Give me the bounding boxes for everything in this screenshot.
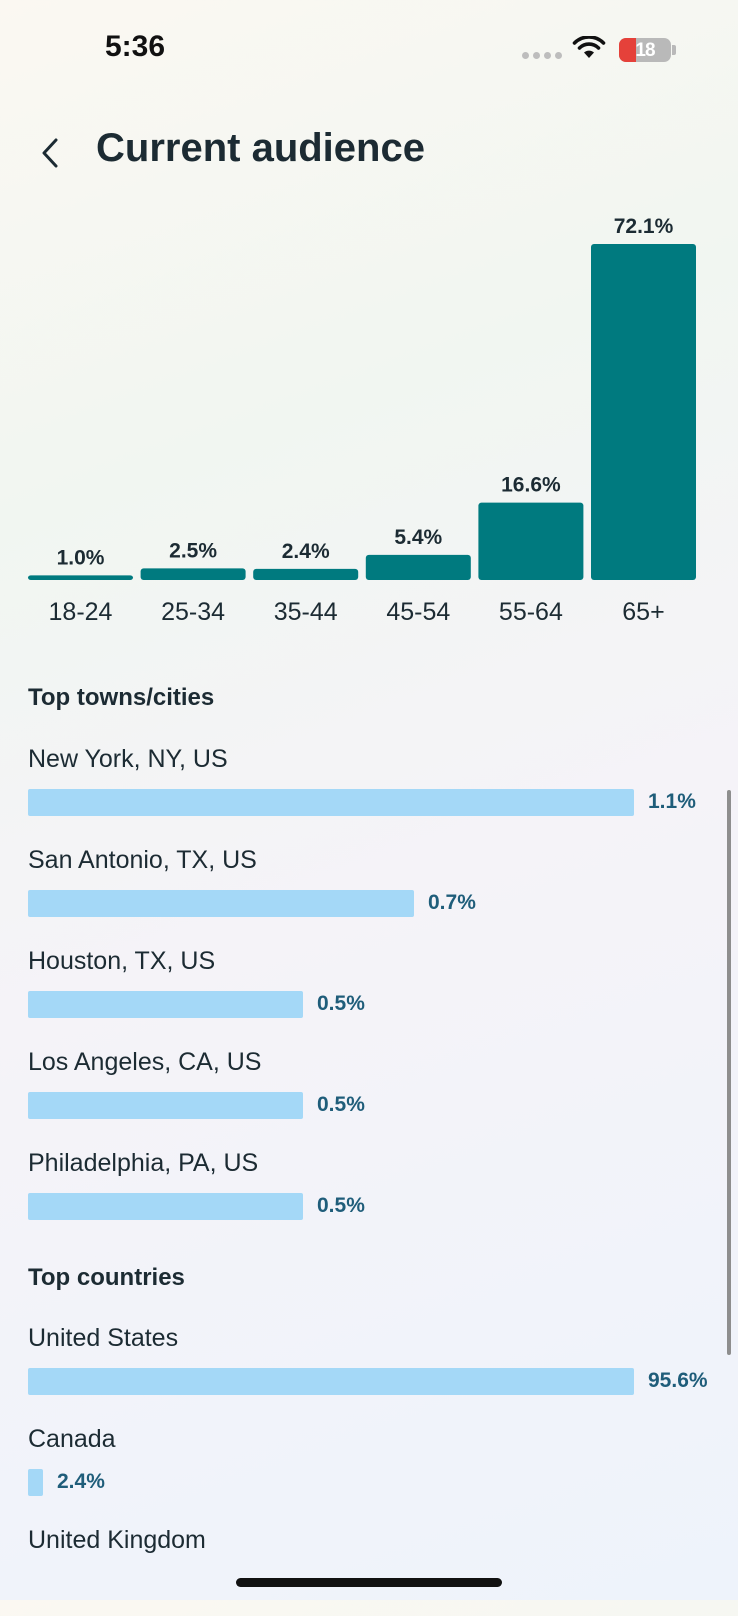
battery-icon: 18 — [619, 38, 671, 62]
age-bar-25-34 — [140, 568, 246, 580]
country-name: United States — [28, 1324, 179, 1352]
scrollbar[interactable] — [727, 790, 731, 1355]
percentage-bar — [28, 1469, 43, 1496]
status-bar: 5:36 18 — [0, 0, 738, 100]
city-row: New York, NY, US 1.1% — [28, 745, 718, 835]
age-category-label: 55-64 — [499, 598, 563, 626]
percentage-bar — [28, 890, 414, 917]
age-category-label: 25-34 — [161, 598, 225, 626]
percentage-bar — [28, 991, 303, 1018]
age-bar-55-64 — [478, 502, 584, 580]
battery-tip — [672, 45, 676, 55]
age-category-label: 35-44 — [274, 598, 338, 626]
city-name: Los Angeles, CA, US — [28, 1048, 262, 1076]
country-name: Canada — [28, 1425, 116, 1453]
city-name: Houston, TX, US — [28, 947, 216, 975]
age-category-label: 45-54 — [386, 598, 450, 626]
percentage-bar — [28, 1092, 303, 1119]
age-bar-45-54 — [365, 554, 471, 580]
percentage-bar — [28, 789, 634, 816]
wifi-icon — [572, 36, 606, 58]
city-row: Philadelphia, PA, US 0.5% — [28, 1149, 718, 1239]
country-name: United Kingdom — [28, 1526, 206, 1554]
age-bar-18-24 — [28, 575, 133, 580]
age-bar-value-label: 16.6% — [501, 474, 561, 497]
countries-section-title: Top countries — [28, 1264, 185, 1291]
percentage-value: 0.7% — [428, 891, 476, 914]
age-category-label: 65+ — [622, 598, 664, 626]
battery-level: 18 — [635, 40, 655, 61]
age-bar-35-44 — [253, 568, 359, 580]
city-name: Philadelphia, PA, US — [28, 1149, 259, 1177]
percentage-value: 0.5% — [317, 1093, 365, 1116]
country-row: United Kingdom — [28, 1526, 718, 1616]
page-title: Current audience — [96, 126, 425, 170]
city-name: San Antonio, TX, US — [28, 846, 257, 874]
city-row: San Antonio, TX, US 0.7% — [28, 846, 718, 936]
percentage-value: 2.4% — [57, 1470, 105, 1493]
percentage-bar — [28, 1368, 634, 1395]
age-bar-value-label: 1.0% — [57, 546, 105, 569]
country-row: United States 95.6% — [28, 1324, 718, 1414]
percentage-bar — [28, 1193, 303, 1220]
percentage-value: 1.1% — [648, 790, 696, 813]
city-name: New York, NY, US — [28, 745, 228, 773]
percentage-value: 0.5% — [317, 1194, 365, 1217]
percentage-value: 95.6% — [648, 1369, 708, 1392]
age-bar-value-label: 2.4% — [282, 540, 330, 563]
city-row: Houston, TX, US 0.5% — [28, 947, 718, 1037]
age-bar-value-label: 2.5% — [169, 539, 217, 562]
home-indicator[interactable] — [236, 1578, 502, 1587]
status-time: 5:36 — [105, 30, 166, 63]
cellular-signal-icon — [522, 52, 562, 59]
age-category-label: 18-24 — [49, 598, 113, 626]
age-distribution-chart: 1.0% 18-24 2.5% 25-34 2.4% 35-44 5.4% 45-54 16.6… — [28, 215, 696, 626]
back-arrow-icon[interactable] — [38, 136, 68, 170]
age-bar-value-label: 5.4% — [394, 526, 442, 549]
country-row: Canada 2.4% — [28, 1425, 718, 1515]
cities-section-title: Top towns/cities — [28, 684, 215, 711]
age-bar-value-label: 72.1% — [614, 215, 674, 238]
age-bar-65+ — [591, 244, 696, 580]
city-row: Los Angeles, CA, US 0.5% — [28, 1048, 718, 1138]
percentage-value: 0.5% — [317, 992, 365, 1015]
